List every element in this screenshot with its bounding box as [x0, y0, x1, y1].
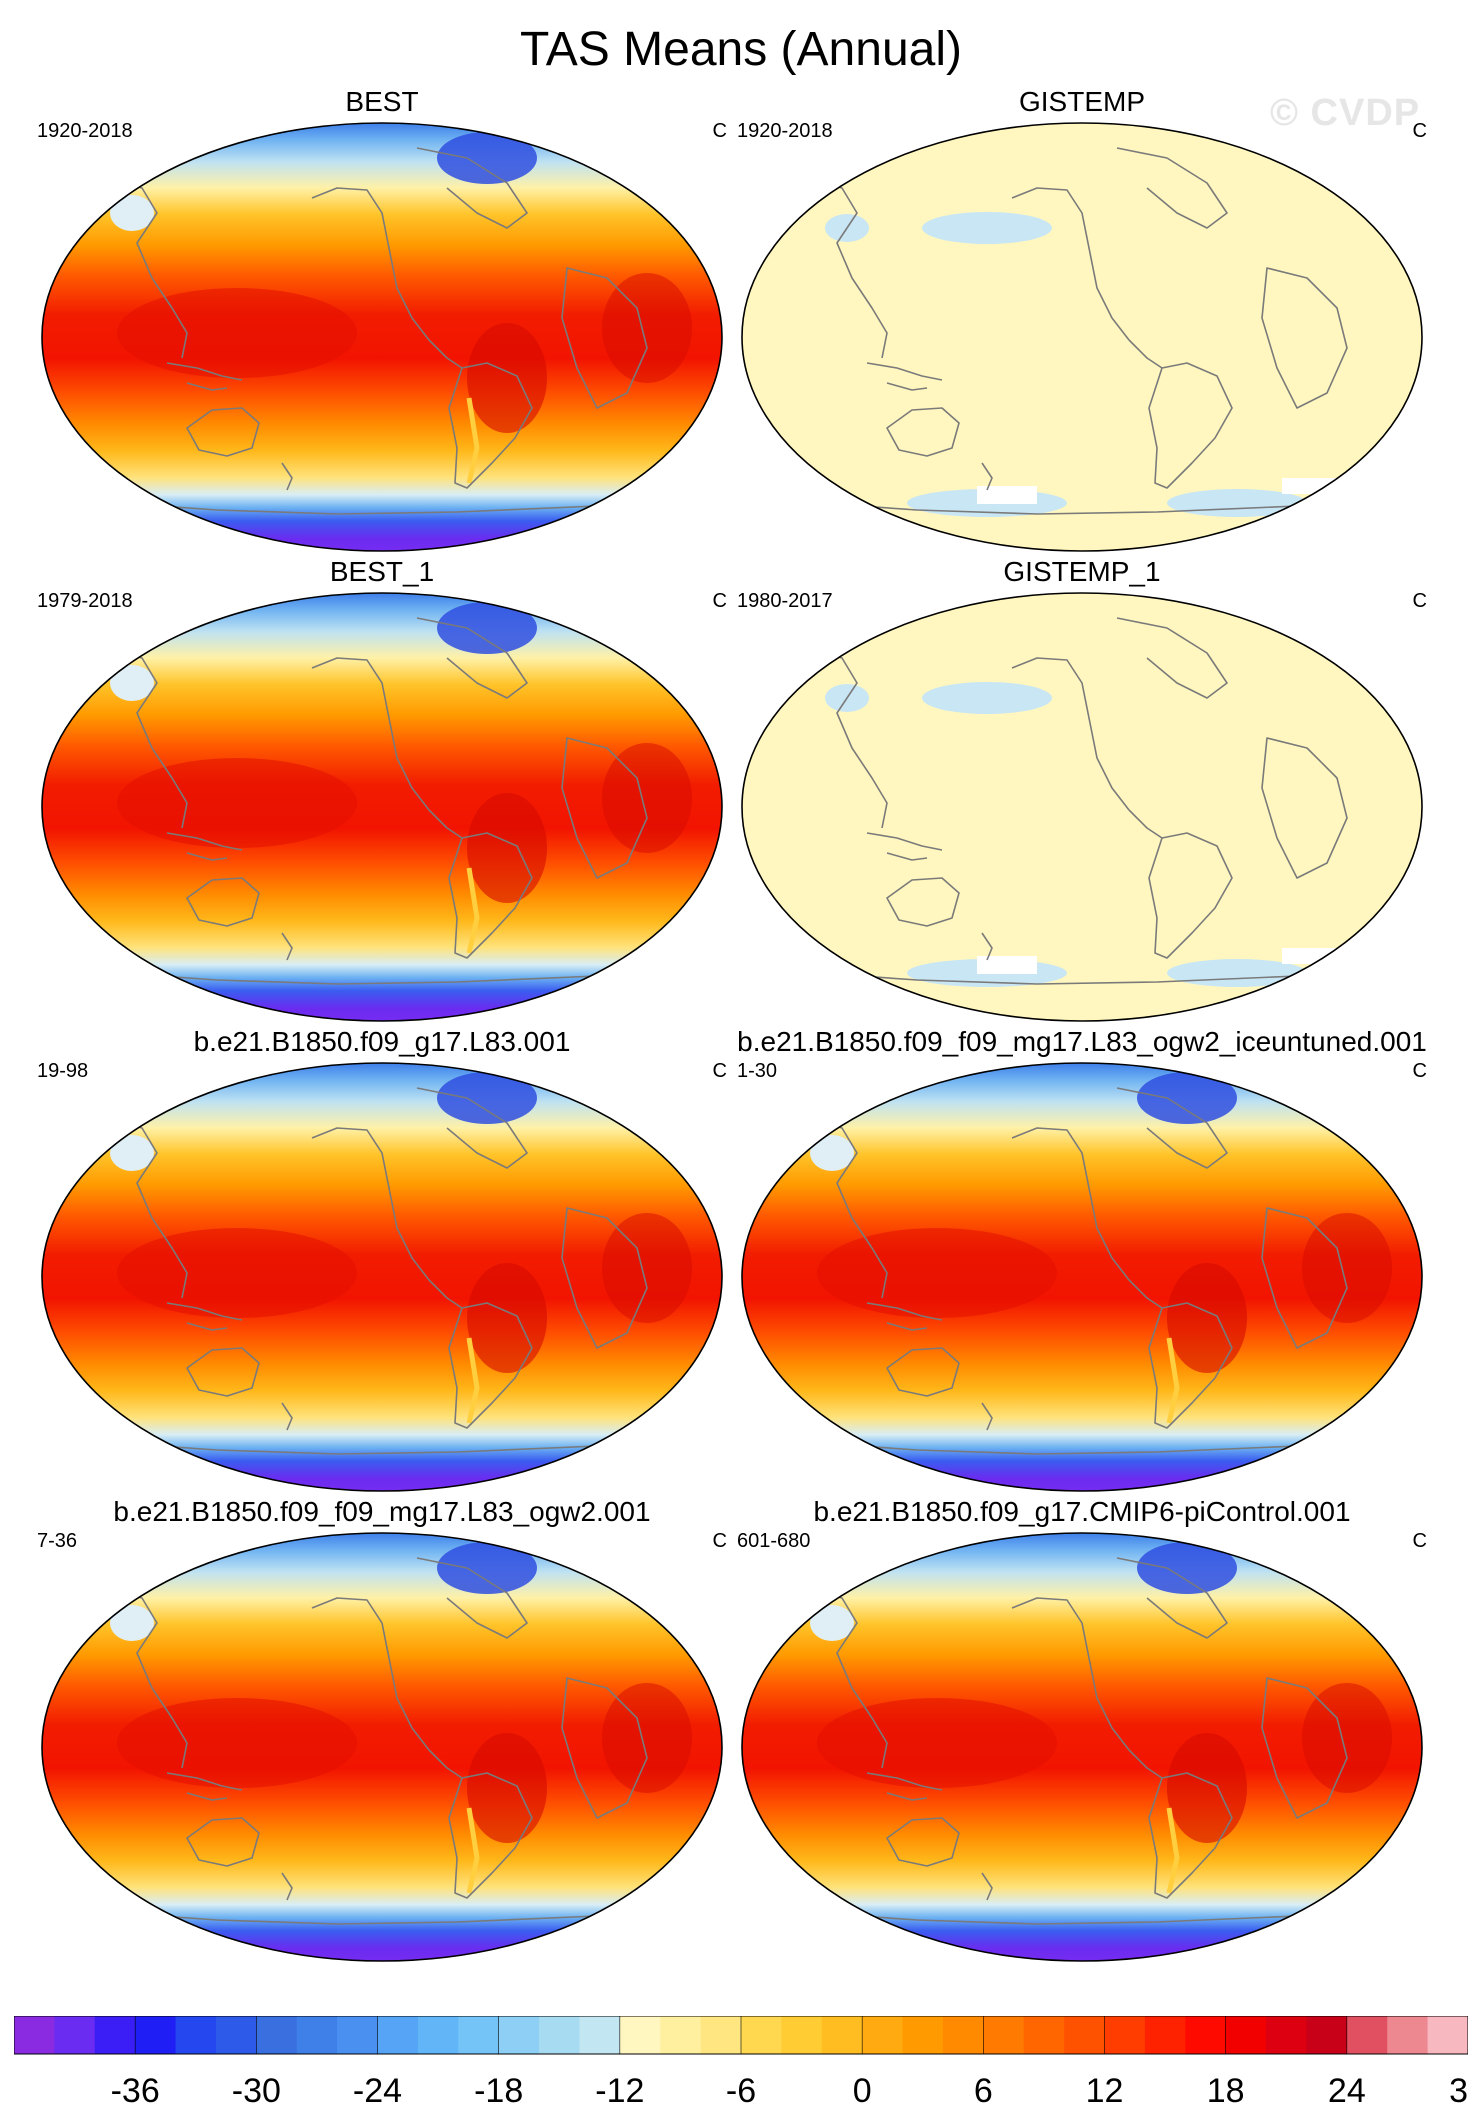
panel-title: GISTEMP — [1018, 86, 1145, 117]
colorbar-tick-label: 6 — [974, 2072, 993, 2110]
panel-period: 19-98 — [37, 1060, 89, 1082]
panel-title: b.e21.B1850.f09_f09_mg17.L83_ogw2_iceunt… — [737, 1026, 1427, 1057]
robinson-map-cmip6-picontrol — [741, 1532, 1423, 1962]
robinson-map-gistemp-1 — [741, 592, 1423, 1022]
robinson-map-l83-001 — [41, 1062, 723, 1492]
map-panel-gistemp: GISTEMP 1920-2018 C — [737, 86, 1427, 556]
colorbar-tick-label: 12 — [1086, 2072, 1124, 2110]
colorbar-swatch — [14, 2016, 55, 2054]
panel-period: 1980-2017 — [737, 590, 833, 612]
colorbar-swatch — [862, 2016, 904, 2054]
colorbar-swatch — [256, 2016, 298, 2054]
colorbar-swatch — [1104, 2016, 1146, 2054]
colorbar-swatch — [660, 2016, 702, 2054]
panel-title: b.e21.B1850.f09_g17.CMIP6-piControl.001 — [813, 1496, 1351, 1527]
panel-units: C — [1412, 590, 1427, 612]
map-panel-gistemp-1: GISTEMP_1 1980-2017 C — [737, 556, 1427, 1026]
colorbar-tick-label: -30 — [232, 2072, 281, 2110]
panel-title: BEST_1 — [329, 556, 435, 587]
colorbar-tick-label: 18 — [1207, 2072, 1245, 2110]
robinson-map-best-1 — [41, 592, 723, 1022]
robinson-map-ogw2-iceuntuned — [741, 1062, 1423, 1492]
panel-period: 1-30 — [737, 1060, 778, 1082]
colorbar-tick-label: 0 — [853, 2072, 872, 2110]
colorbar-swatch — [579, 2016, 621, 2054]
map-panel-cmip6-picontrol: b.e21.B1850.f09_g17.CMIP6-piControl.001 … — [737, 1496, 1427, 1966]
panel-period: 1920-2018 — [737, 120, 833, 142]
robinson-map-ogw2 — [41, 1532, 723, 1962]
panel-period: 1920-2018 — [37, 120, 133, 142]
colorbar-swatch — [619, 2016, 661, 2054]
colorbar-swatch — [1427, 2016, 1468, 2054]
colorbar-swatch — [94, 2016, 136, 2054]
colorbar-swatch — [175, 2016, 217, 2054]
panel-title: GISTEMP_1 — [1003, 556, 1161, 587]
map-panel-best: BEST 1920-2018 C — [37, 86, 727, 556]
robinson-map-best — [41, 122, 723, 552]
panel-units: C — [1412, 1530, 1427, 1552]
colorbar-swatch — [700, 2016, 742, 2054]
colorbar-tick-label: -18 — [474, 2072, 523, 2110]
map-panel-ogw2-iceuntuned: b.e21.B1850.f09_f09_mg17.L83_ogw2_iceunt… — [737, 1026, 1427, 1496]
map-panel-l83-001: b.e21.B1850.f09_g17.L83.001 19-98 C — [37, 1026, 727, 1496]
colorbar-swatch — [135, 2016, 177, 2054]
panel-period: 7-36 — [37, 1530, 78, 1552]
colorbar-swatch — [821, 2016, 863, 2054]
colorbar-swatch — [539, 2016, 580, 2054]
panel-units: C — [1412, 120, 1427, 142]
panel-title: b.e21.B1850.f09_g17.L83.001 — [193, 1026, 571, 1057]
colorbar-swatch — [337, 2016, 378, 2054]
colorbar-tick-label: 24 — [1328, 2072, 1366, 2110]
colorbar-swatch — [942, 2016, 984, 2054]
cvdp-watermark: © CVDP — [1270, 92, 1421, 134]
panel-period: 601-680 — [737, 1530, 811, 1552]
colorbar-swatch — [983, 2016, 1025, 2054]
colorbar-swatch — [417, 2016, 459, 2054]
panel-units: C — [712, 1060, 727, 1082]
colorbar-swatch — [54, 2016, 96, 2054]
colorbar-swatch — [741, 2016, 782, 2054]
colorbar-swatch — [1064, 2016, 1105, 2054]
colorbar-tick-label: -24 — [353, 2072, 402, 2110]
map-panel-ogw2: b.e21.B1850.f09_f09_mg17.L83_ogw2.001 7-… — [37, 1496, 727, 1966]
colorbar-swatch — [215, 2016, 257, 2054]
panel-title: b.e21.B1850.f09_f09_mg17.L83_ogw2.001 — [113, 1496, 651, 1527]
panel-title: BEST — [345, 86, 419, 117]
panel-period: 1979-2018 — [37, 590, 133, 612]
robinson-map-gistemp — [741, 122, 1423, 552]
colorbar-swatch — [458, 2016, 500, 2054]
colorbar-tick-label: 30 — [1449, 2072, 1468, 2110]
colorbar-swatch — [1023, 2016, 1065, 2054]
panel-units: C — [712, 120, 727, 142]
colorbar-swatch — [1185, 2016, 1227, 2054]
colorbar-tick-label: -36 — [111, 2072, 160, 2110]
colorbar-swatch — [498, 2016, 540, 2054]
map-panel-best-1: BEST_1 1979-2018 C — [37, 556, 727, 1026]
panel-units: C — [712, 590, 727, 612]
colorbar-tick-label: -6 — [726, 2072, 756, 2110]
colorbar-swatch — [1144, 2016, 1186, 2054]
colorbar-swatch — [1225, 2016, 1267, 2054]
colorbar-swatch — [377, 2016, 419, 2054]
figure-title: TAS Means (Annual) — [520, 23, 962, 76]
colorbar-swatch — [781, 2016, 823, 2054]
temperature-colorbar: -36-30-24-18-12-6061218243036 — [14, 2016, 1468, 2110]
colorbar-swatch — [1346, 2016, 1388, 2054]
colorbar-tick-label: -12 — [595, 2072, 644, 2110]
colorbar-swatch — [1387, 2016, 1429, 2054]
colorbar-swatch — [296, 2016, 338, 2054]
colorbar-swatch — [902, 2016, 944, 2054]
colorbar-swatch — [1306, 2016, 1348, 2054]
panel-units: C — [712, 1530, 727, 1552]
panel-units: C — [1412, 1060, 1427, 1082]
colorbar-swatch — [1266, 2016, 1307, 2054]
